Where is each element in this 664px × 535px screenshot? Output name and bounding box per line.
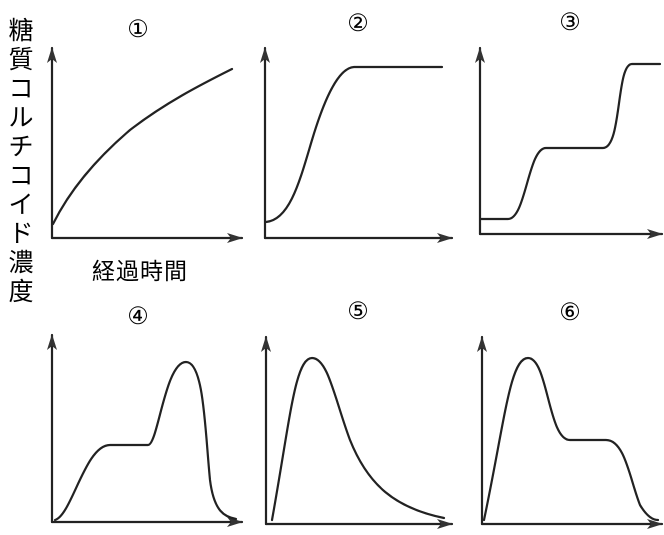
y-axis-char: 質 xyxy=(8,45,34,74)
panel-5 xyxy=(261,335,454,529)
y-axis-char: ル xyxy=(8,103,34,132)
panel-2-curve xyxy=(264,65,444,224)
panel-5-number: ⑤ xyxy=(347,297,369,325)
panel-3-curve xyxy=(479,62,662,221)
panel-6-curve xyxy=(482,356,660,522)
panel-4-number: ④ xyxy=(127,302,149,330)
panel-1-curve xyxy=(51,67,234,226)
panel-4 xyxy=(47,333,244,527)
x-axis-label: 経過時間 xyxy=(92,259,188,285)
y-axis-char: コ xyxy=(8,161,34,190)
panel-3 xyxy=(475,46,664,239)
y-axis-char: 度 xyxy=(8,277,34,306)
panel-4-curve xyxy=(53,360,238,522)
y-axis-char: 濃 xyxy=(8,248,34,277)
panel-2 xyxy=(260,46,454,243)
y-axis-char: イ xyxy=(8,190,34,219)
y-axis-char: コ xyxy=(8,74,34,103)
panel-6 xyxy=(477,335,664,529)
y-axis-label: 糖 質 コ ル チ コ イ ド 濃 度 xyxy=(4,16,38,306)
panel-6-number: ⑥ xyxy=(559,298,581,326)
panel-5-curve xyxy=(270,356,446,522)
y-axis-char: ド xyxy=(8,219,34,248)
y-axis-char: チ xyxy=(8,132,34,161)
panel-1-number: ① xyxy=(127,15,149,43)
panel-2-number: ② xyxy=(347,9,369,37)
y-axis-char: 糖 xyxy=(8,16,34,45)
panel-3-number: ③ xyxy=(559,8,581,36)
panel-1 xyxy=(47,46,244,243)
